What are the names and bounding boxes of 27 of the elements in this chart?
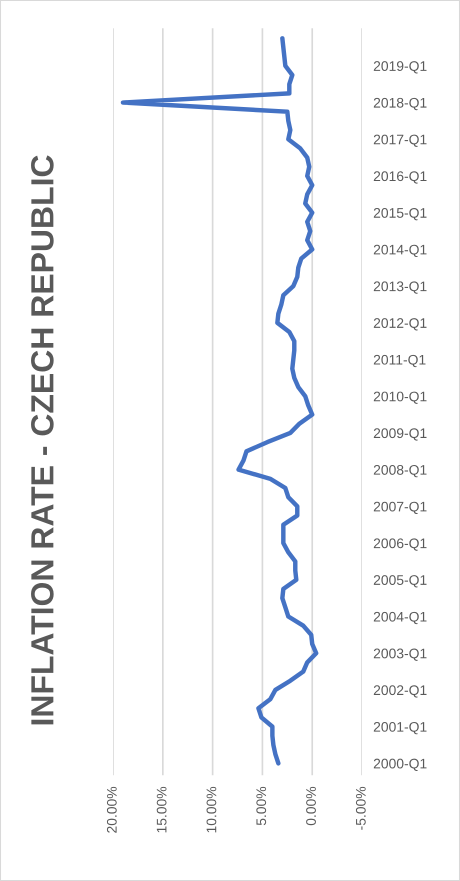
y-tick-label: 2009-Q1 — [374, 428, 427, 441]
y-tick-label: 2008-Q1 — [374, 464, 427, 478]
y-tick-label: 2003-Q1 — [374, 648, 427, 661]
x-tick-label: 5.00% — [256, 786, 266, 826]
y-tick-label: 2012-Q1 — [374, 318, 427, 330]
y-tick-label: 2014-Q1 — [374, 244, 427, 258]
y-tick-label: 2019-Q1 — [374, 61, 427, 74]
x-tick-label: 10.00% — [206, 786, 216, 832]
y-tick-label: 2006-Q1 — [374, 538, 427, 551]
x-tick-label: 0.00% — [306, 786, 316, 826]
y-tick-label: 2004-Q1 — [374, 612, 427, 624]
x-tick-label: -5.00% — [356, 786, 366, 830]
y-tick-label: 2011-Q1 — [374, 354, 426, 368]
y-tick-label: 2016-Q1 — [374, 171, 427, 184]
x-tick-label: 15.00% — [156, 786, 167, 832]
y-tick-label: 2015-Q1 — [374, 208, 427, 220]
y-tick-label: 2002-Q1 — [374, 685, 427, 698]
y-tick-label: 2007-Q1 — [374, 502, 427, 514]
x-tick-label: 20.00% — [106, 786, 117, 833]
y-tick-label: 2001-Q1 — [374, 722, 427, 734]
text: INFLATION RATE - CZECH REPUBLIC — [31, 155, 54, 724]
y-tick-label: 2018-Q1 — [374, 98, 427, 110]
y-tick-label: 2013-Q1 — [374, 281, 427, 294]
y-tick-label: 2000-Q1 — [374, 758, 427, 772]
y-tick-label: 2005-Q1 — [374, 575, 427, 588]
y-tick-label: 2017-Q1 — [374, 134, 427, 147]
y-tick-label: 2010-Q1 — [374, 392, 427, 404]
